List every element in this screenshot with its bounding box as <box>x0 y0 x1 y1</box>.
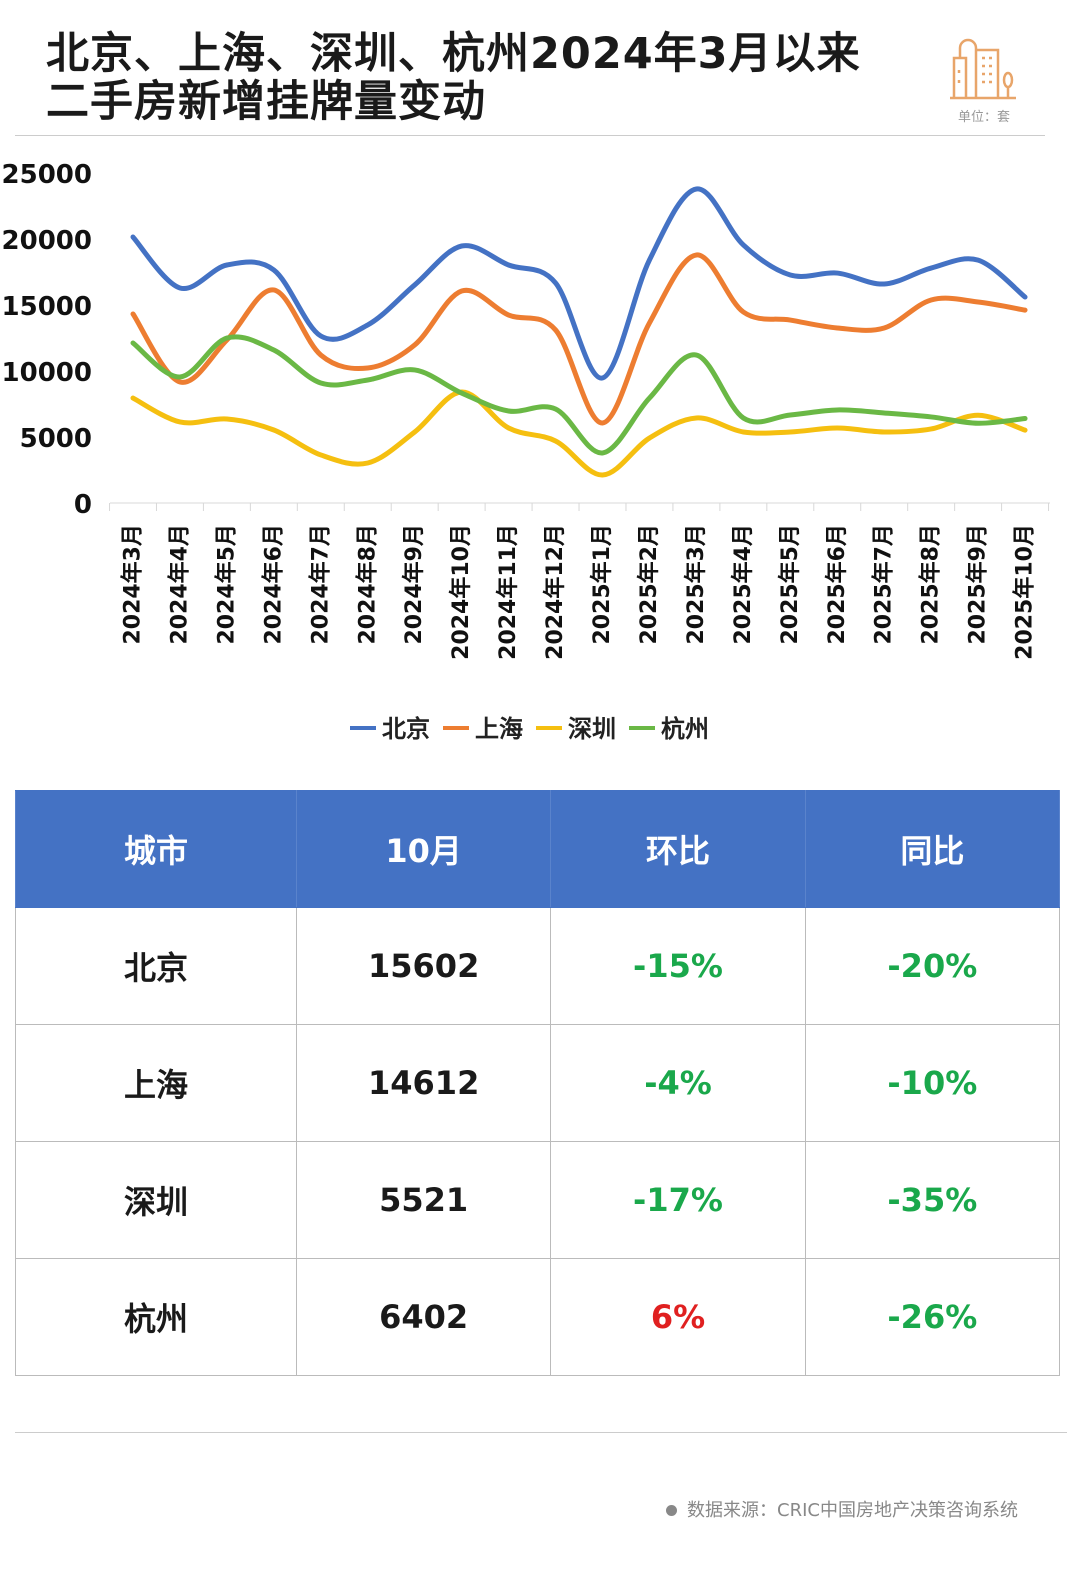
x-tick-label: 2025年7月 <box>871 524 897 645</box>
x-tick-label: 2025年2月 <box>636 524 662 645</box>
x-tick-label: 2025年5月 <box>777 524 803 645</box>
city: 上海 <box>15 1024 297 1142</box>
x-tick-label: 2025年10月 <box>1012 524 1038 660</box>
table-row: 北京 15602 -15% -20% <box>15 907 1061 1025</box>
oct-value: 14612 <box>295 1024 552 1142</box>
title-line-1: 北京、上海、深圳、杭州2024年3月以来 <box>46 29 861 79</box>
source-text: 数据来源：CRIC中国房地产决策咨询系统 <box>687 1500 1018 1521</box>
x-tick-label: 2025年1月 <box>589 524 615 645</box>
y-tick-label: 0 <box>74 490 92 520</box>
yoy-value: -26% <box>804 1258 1061 1376</box>
legend-label: 北京 <box>382 715 430 743</box>
x-tick-label: 2024年4月 <box>166 524 192 645</box>
mom-value: -4% <box>550 1024 806 1142</box>
x-tick-label: 2024年8月 <box>354 524 380 645</box>
data-table: 城市 10月 环比 同比 北京 15602 -15% -20% 上海 14612 -4% -… <box>15 790 1061 1376</box>
page-title: 北京、上海、深圳、杭州2024年3月以来 二手房新增挂牌量变动 <box>46 30 861 126</box>
table-row: 上海 14612 -4% -10% <box>15 1024 1061 1142</box>
title-line-2: 二手房新增挂牌量变动 <box>46 77 486 127</box>
x-tick-label: 2024年7月 <box>307 524 333 645</box>
x-tick-label: 2024年9月 <box>401 524 427 645</box>
series-line-杭州 <box>130 334 1028 456</box>
x-tick-label: 2025年6月 <box>824 524 850 645</box>
x-tick-label: 2024年6月 <box>260 524 286 645</box>
legend-label: 深圳 <box>568 715 616 743</box>
yoy-value: -35% <box>804 1141 1061 1259</box>
series-line-上海 <box>130 252 1028 426</box>
mom-value: -15% <box>550 907 806 1025</box>
oct-value: 6402 <box>295 1258 552 1376</box>
x-tick-label: 2025年8月 <box>918 524 944 645</box>
y-tick-label: 10000 <box>2 358 92 388</box>
yoy-value: -10% <box>804 1024 1061 1142</box>
city-buildings-icon <box>950 38 1016 100</box>
footer-divider <box>15 1432 1067 1433</box>
unit-label: 单位：套 <box>958 110 1011 125</box>
legend-item: 北京 <box>350 715 430 743</box>
line-chart: 25000 20000 15000 10000 5000 0 2024年3月 2024年4月 2… <box>2 160 1050 743</box>
data-source: 数据来源：CRIC中国房地产决策咨询系统 <box>666 1496 1018 1522</box>
table-row: 深圳 5521 -17% -35% <box>15 1141 1061 1259</box>
x-tick-label: 2025年4月 <box>730 524 756 645</box>
header-oct: 10月 <box>295 790 552 908</box>
series-line-深圳 <box>130 389 1028 478</box>
legend-item: 杭州 <box>629 715 709 743</box>
legend-item: 上海 <box>443 715 523 743</box>
series-line-北京 <box>130 186 1028 381</box>
city: 杭州 <box>15 1258 297 1376</box>
x-tick-label: 2025年3月 <box>683 524 709 645</box>
x-tick-label: 2024年11月 <box>495 524 521 660</box>
y-tick-label: 5000 <box>20 424 92 454</box>
header-mom: 环比 <box>550 790 806 908</box>
x-tick-label: 2024年12月 <box>542 524 568 660</box>
x-tick-label: 2024年3月 <box>120 524 146 645</box>
oct-value: 15602 <box>295 907 552 1025</box>
x-tick-label: 2025年9月 <box>965 524 991 645</box>
x-tick-label: 2024年5月 <box>213 524 239 645</box>
city: 北京 <box>15 907 297 1025</box>
city: 深圳 <box>15 1141 297 1259</box>
table-row: 杭州 6402 6% -26% <box>15 1258 1061 1376</box>
y-tick-label: 25000 <box>2 160 92 190</box>
legend-item: 深圳 <box>536 715 616 743</box>
header-divider <box>15 135 1045 136</box>
bullet-icon <box>666 1505 678 1516</box>
legend-label: 上海 <box>475 715 523 743</box>
header-city: 城市 <box>15 790 297 908</box>
y-tick-label: 15000 <box>2 292 92 322</box>
oct-value: 5521 <box>295 1141 552 1259</box>
y-tick-label: 20000 <box>2 226 92 256</box>
legend-label: 杭州 <box>661 715 709 743</box>
mom-value: -17% <box>550 1141 806 1259</box>
yoy-value: -20% <box>804 907 1061 1025</box>
mom-value: 6% <box>550 1258 806 1376</box>
x-tick-label: 2024年10月 <box>448 524 474 660</box>
table-header-row: 城市 10月 环比 同比 <box>15 790 1061 908</box>
header-yoy: 同比 <box>804 790 1061 908</box>
